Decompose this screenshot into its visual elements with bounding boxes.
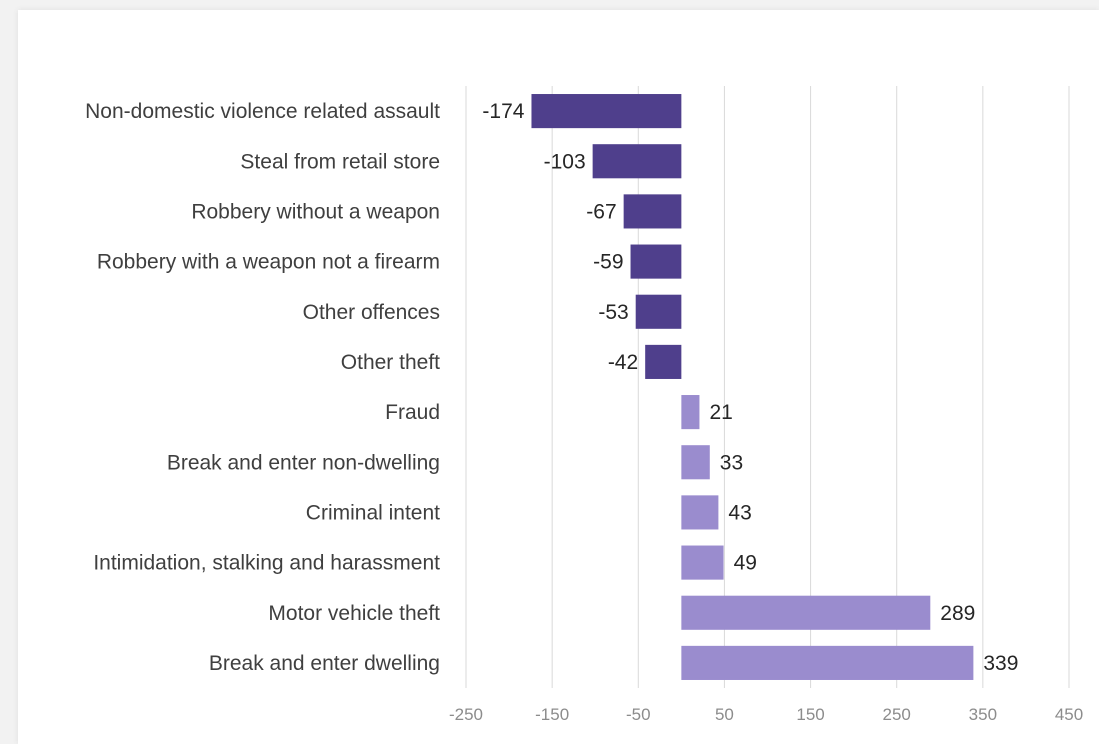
- x-axis-ticks: -250 -150 -50 50 150 250 350 450: [449, 705, 1083, 724]
- data-label: -67: [586, 200, 616, 223]
- category-label: Robbery without a weapon: [191, 200, 440, 223]
- data-label: 49: [734, 552, 757, 575]
- category-label: Non-domestic violence related assault: [85, 100, 440, 123]
- bar: [681, 445, 710, 480]
- bar: [681, 545, 724, 580]
- category-label: Break and enter dwelling: [209, 652, 440, 675]
- category-label: Criminal intent: [306, 501, 440, 524]
- x-tick-label: 450: [1055, 705, 1083, 724]
- category-label: Other theft: [341, 351, 440, 374]
- x-tick-label: 350: [969, 705, 997, 724]
- data-label: 21: [709, 401, 732, 424]
- category-label: Motor vehicle theft: [268, 602, 440, 625]
- data-label: -103: [544, 150, 586, 173]
- value-labels: -174 -103 -67 -59 -53 -42 21 33 43 49 289 339: [482, 100, 1018, 675]
- category-label: Break and enter non-dwelling: [167, 451, 440, 474]
- bar: [681, 495, 719, 530]
- data-label: -174: [482, 100, 524, 123]
- bar: [645, 344, 682, 379]
- x-tick-label: 50: [715, 705, 734, 724]
- x-tick-label: -250: [449, 705, 483, 724]
- bar: [681, 395, 700, 430]
- category-label: Intimidation, stalking and harassment: [93, 552, 440, 575]
- bar: [531, 94, 682, 129]
- category-labels: Non-domestic violence related assault Ste…: [85, 100, 440, 675]
- bar: [592, 144, 682, 179]
- category-label: Robbery with a weapon not a firearm: [97, 251, 440, 274]
- category-label: Steal from retail store: [240, 150, 440, 173]
- x-tick-label: 250: [883, 705, 911, 724]
- data-label: -53: [598, 301, 628, 324]
- data-label: 289: [940, 602, 975, 625]
- bar: [681, 645, 974, 680]
- x-tick-label: -150: [535, 705, 569, 724]
- data-label: -42: [608, 351, 638, 374]
- data-label: 339: [983, 652, 1018, 675]
- bar: [623, 194, 682, 229]
- data-label: 43: [728, 501, 751, 524]
- bar: [630, 244, 682, 279]
- bar: [681, 595, 931, 630]
- category-label: Other offences: [303, 301, 440, 324]
- category-label: Fraud: [385, 401, 440, 424]
- x-tick-label: -50: [626, 705, 651, 724]
- data-label: -59: [593, 251, 623, 274]
- x-tick-label: 150: [796, 705, 824, 724]
- bars: [531, 94, 974, 680]
- bar: [635, 294, 682, 329]
- grid-lines: [465, 86, 1070, 688]
- data-label: 33: [720, 451, 743, 474]
